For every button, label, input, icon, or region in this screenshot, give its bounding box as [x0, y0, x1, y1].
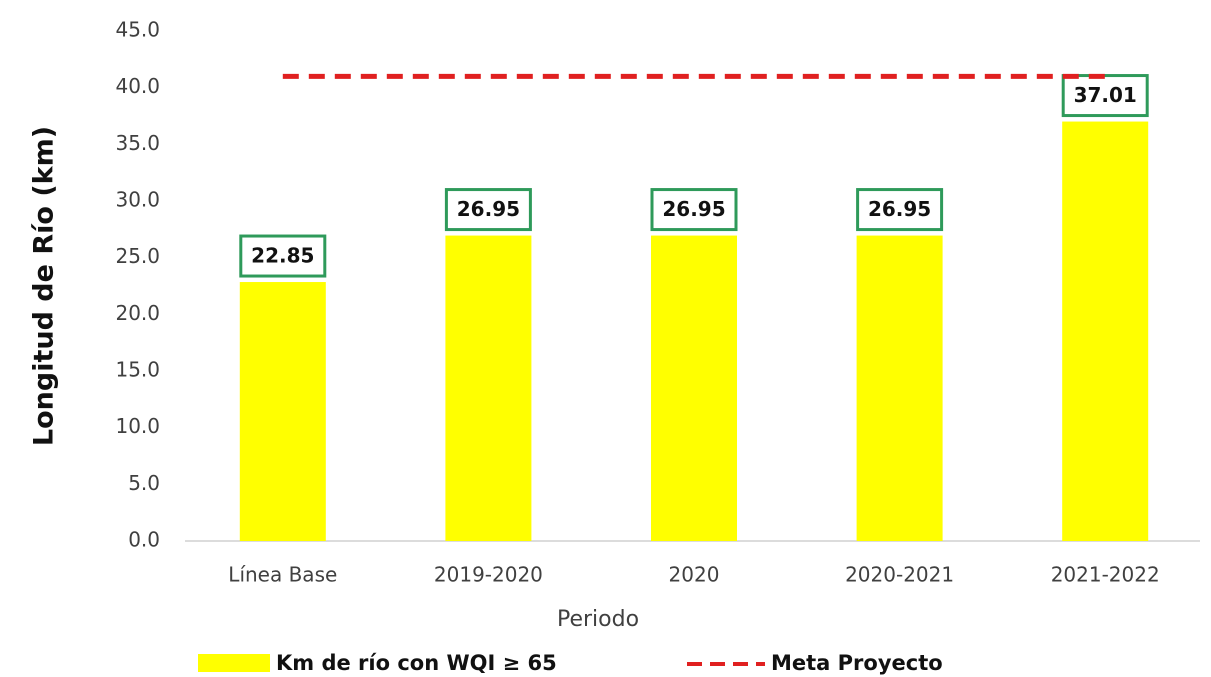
data-label: 22.85 [251, 244, 314, 268]
data-label-box [856, 188, 944, 232]
bar [1062, 121, 1149, 541]
legend-label: Km de río con WQI ≥ 65 [276, 651, 557, 675]
data-label: 26.95 [662, 197, 725, 221]
y-tick-label: 0.0 [128, 528, 160, 552]
data-label: 37.01 [1074, 83, 1137, 107]
y-tick-label: 30.0 [115, 188, 160, 212]
y-tick-label: 40.0 [115, 74, 160, 98]
data-label-box [239, 234, 327, 278]
y-tick-label: 45.0 [115, 18, 160, 42]
y-tick-label: 10.0 [115, 414, 160, 438]
x-tick-label: 2019-2020 [434, 563, 543, 587]
x-tick-label: 2020-2021 [845, 563, 954, 587]
y-tick-label: 5.0 [128, 471, 160, 495]
y-tick-label: 25.0 [115, 244, 160, 268]
data-label-box [444, 188, 532, 232]
bar [239, 282, 326, 541]
data-label: 26.95 [457, 197, 520, 221]
y-axis-label: Longitud de Río (km) [29, 126, 60, 446]
legend-label: Meta Proyecto [771, 651, 943, 675]
data-label-box [650, 188, 738, 232]
data-label: 26.95 [868, 197, 931, 221]
bar [651, 235, 737, 542]
x-tick-label: 2020 [669, 563, 720, 587]
y-tick-label: 35.0 [115, 131, 160, 155]
x-tick-label: Línea Base [228, 563, 337, 587]
x-axis-label: Periodo [557, 607, 639, 632]
y-tick-label: 15.0 [115, 358, 160, 382]
data-label-box [1061, 74, 1149, 118]
bar [445, 235, 532, 542]
y-tick-label: 20.0 [115, 301, 160, 325]
legend-swatch [198, 654, 270, 672]
x-tick-label: 2021-2022 [1051, 563, 1160, 587]
bar [856, 235, 943, 542]
